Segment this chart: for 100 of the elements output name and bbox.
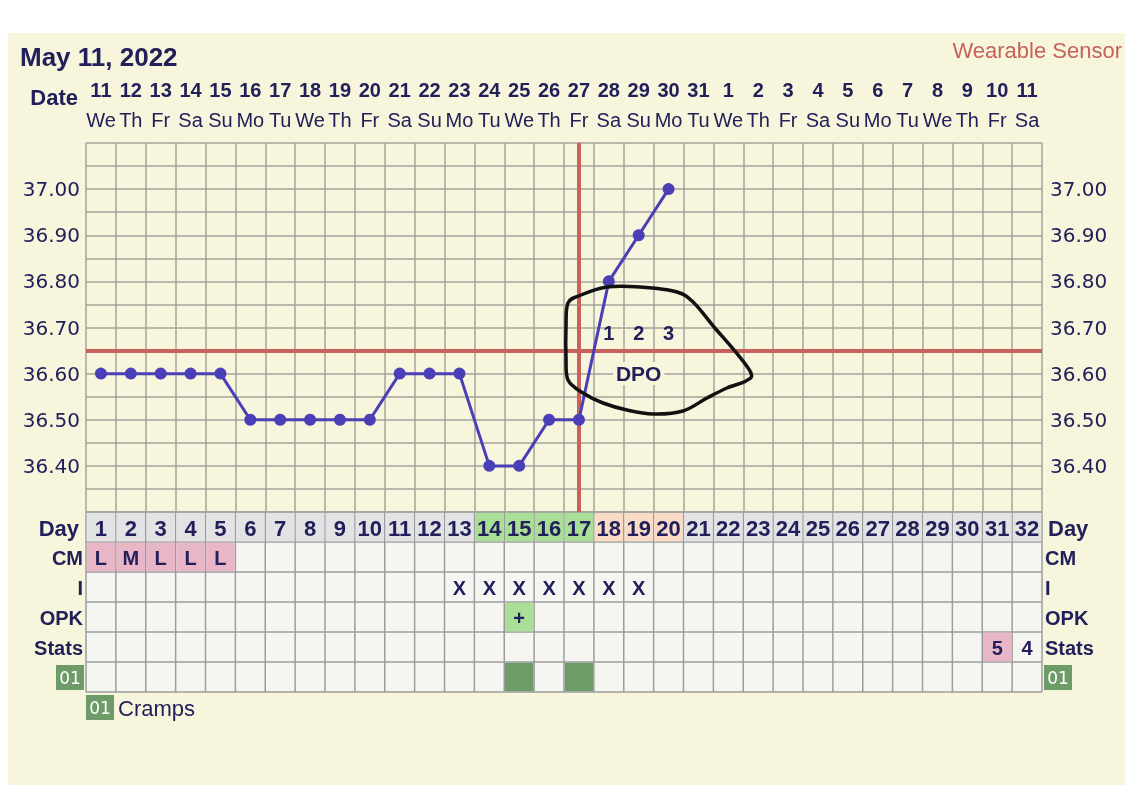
category-label: OPK — [1045, 607, 1089, 629]
x2-tick-label: 22 Su — [417, 79, 442, 131]
x2-tick-label: 13 Fr — [149, 79, 172, 131]
y2-tick-label: 36.50 — [1050, 407, 1108, 432]
y-tick-label: 36.60 — [22, 361, 80, 386]
x-tick-label: 8 — [303, 515, 317, 541]
chart-title: May 11, 2022 — [20, 42, 178, 72]
annotation: 3 — [663, 321, 675, 344]
x2-tick-label: 1 We — [713, 79, 744, 131]
x2-tick-label: 25 We — [504, 79, 535, 131]
x2-tick-label: 4 Sa — [805, 79, 832, 131]
text: Day — [38, 515, 79, 541]
annotation: DPO — [615, 362, 662, 386]
point — [304, 413, 317, 426]
category-label: I — [1045, 577, 1051, 599]
x-tick-label: 5 — [214, 515, 227, 541]
x2-tick-label: 11 Sa — [1014, 79, 1041, 131]
x2-tick-label: 16 Mo — [236, 79, 265, 131]
x-axis-title: Day — [1048, 515, 1090, 541]
text: X — [482, 577, 496, 599]
x2-tick-label: 26 Th — [537, 79, 561, 131]
y2-tick-label: 36.90 — [1050, 223, 1108, 248]
category-label: OPK — [39, 607, 83, 629]
point — [453, 367, 466, 380]
point — [274, 413, 287, 426]
x-tick-label: 3 — [154, 515, 167, 541]
x2-tick-label: 23 Mo — [445, 79, 474, 131]
point — [543, 413, 556, 426]
x2-tick-label: 10 Fr — [986, 79, 1009, 131]
y2-tick-label: 36.80 — [1050, 269, 1108, 294]
x2-tick-label: 3 Fr — [778, 79, 798, 131]
x2-tick-label: 18 We — [295, 79, 325, 131]
x2-tick-label: 7 Tu — [896, 79, 919, 131]
y-tick-label: 36.40 — [22, 453, 80, 478]
category-label: Stats — [1045, 637, 1094, 659]
x2-tick-label: 5 Su — [835, 79, 861, 131]
point — [662, 183, 675, 196]
text: 5 — [991, 637, 1003, 659]
x-tick-label: 9 — [333, 515, 347, 541]
y2-tick-label: 36.60 — [1050, 361, 1108, 386]
x2-tick-label: 8 We — [922, 79, 953, 131]
text: L — [214, 547, 227, 569]
x2-tick-label: 28 Sa — [596, 79, 622, 131]
point — [423, 367, 436, 380]
y-tick-label: 36.70 — [22, 315, 80, 340]
x-tick-label: 1 — [94, 515, 108, 541]
x2-tick-label: 11 We — [86, 79, 116, 131]
text: X — [572, 577, 586, 599]
point — [572, 413, 585, 426]
x2-tick-label: 29 Su — [626, 79, 651, 131]
point — [363, 413, 376, 426]
text: X — [512, 577, 526, 599]
y-tick-label: 37.00 — [22, 177, 80, 202]
x2-tick-label: 2 Th — [746, 79, 770, 131]
text: L — [154, 547, 167, 569]
x2-tick-label: 17 Tu — [268, 79, 292, 131]
x-tick-label: 4 — [184, 515, 198, 541]
annotation: 2 — [633, 321, 645, 344]
point — [154, 367, 167, 380]
y2-tick-label: 37.00 — [1050, 177, 1108, 202]
x2-axis-title: Date — [30, 84, 78, 110]
x-tick-label: 6 — [244, 515, 257, 541]
y-tick-label: 36.50 — [22, 407, 80, 432]
x2-tick-label: 20 Fr — [358, 79, 381, 131]
x2-tick-label: 19 Th — [328, 79, 352, 131]
text: X — [602, 577, 616, 599]
x-tick-label: 7 — [274, 515, 287, 541]
text: X — [452, 577, 467, 599]
text: L — [94, 547, 108, 569]
x2-tick-label: 14 Sa — [178, 79, 204, 131]
point — [244, 413, 257, 426]
x2-tick-label: 31 Tu — [687, 79, 710, 131]
x-tick-label: 2 — [124, 515, 137, 541]
category-label: I — [77, 577, 83, 599]
text: Wearable Sensor — [952, 37, 1122, 63]
y2-tick-label: 36.70 — [1050, 315, 1108, 340]
y-tick-label: 36.80 — [22, 269, 80, 294]
x2-tick-label: 6 Mo — [863, 79, 892, 131]
x2-tick-label: 15 Su — [208, 79, 233, 131]
point — [94, 367, 107, 380]
point — [124, 367, 137, 380]
annotation: 1 — [603, 321, 615, 344]
point — [214, 367, 227, 380]
point — [513, 459, 526, 472]
code-badge: 01 — [56, 665, 84, 690]
text: 4 — [1021, 637, 1033, 659]
x2-tick-label: 30 Mo — [654, 79, 683, 131]
x2-tick-label: 9 Th — [955, 79, 979, 131]
point — [184, 367, 197, 380]
x2-tick-label: 27 Fr — [567, 79, 591, 131]
x2-tick-label: 21 Sa — [387, 79, 413, 131]
category-label: CM — [1045, 547, 1077, 569]
x2-tick-label: 12 Th — [119, 79, 143, 131]
text: L — [184, 547, 197, 569]
text: M — [122, 547, 140, 569]
point — [632, 229, 645, 242]
point — [483, 459, 496, 472]
y2-tick-label: 36.40 — [1050, 453, 1108, 478]
point — [393, 367, 406, 380]
category-label: CM — [51, 547, 83, 569]
